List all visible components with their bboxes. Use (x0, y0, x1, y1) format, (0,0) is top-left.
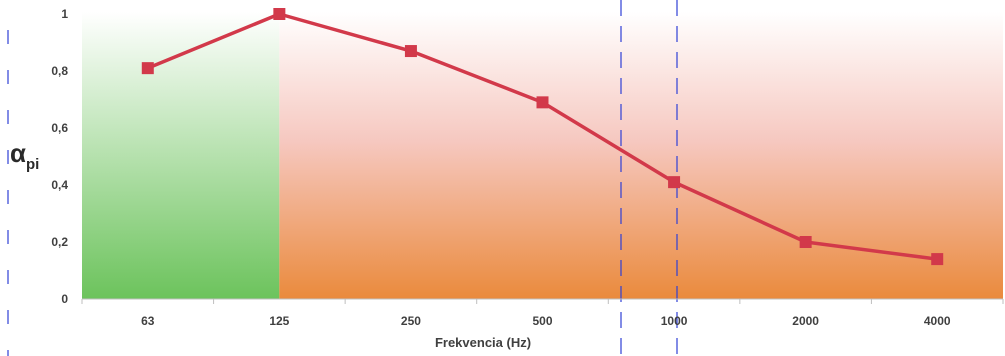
background-region (82, 12, 280, 299)
x-axis-label: Frekvencia (Hz) (435, 335, 531, 350)
y-tick-label: 0,6 (51, 121, 68, 135)
y-axis-ticks: 0 0,2 0,4 0,6 0,8 1 (51, 7, 68, 306)
data-point-marker (536, 96, 549, 109)
series-line (141, 8, 944, 266)
data-point-marker (273, 8, 286, 20)
x-tick-label: 4000 (924, 314, 951, 328)
x-tick-label: 63 (141, 314, 155, 328)
x-tick-label: 125 (269, 314, 289, 328)
x-tick-label: 2000 (792, 314, 819, 328)
data-point-marker (141, 62, 154, 75)
x-tick-label: 500 (532, 314, 552, 328)
x-tick-label: 1000 (661, 314, 688, 328)
y-tick-label: 0,2 (51, 235, 68, 249)
y-tick-label: 1 (61, 7, 68, 21)
dashed-markers (7, 0, 678, 356)
y-axis-label-sub: pi (26, 156, 39, 173)
background-region (279, 12, 1003, 299)
background-regions (82, 12, 1003, 299)
y-tick-label: 0,8 (51, 64, 68, 78)
y-axis-label: αpi (10, 138, 39, 173)
data-point-marker (668, 176, 681, 189)
data-point-marker (931, 253, 944, 266)
data-point-marker (404, 45, 417, 58)
y-tick-label: 0,4 (51, 178, 68, 192)
x-tick-label: 250 (401, 314, 421, 328)
y-tick-label: 0 (61, 292, 68, 306)
data-point-marker (799, 236, 812, 248)
x-axis-ticks: 63 125 250 500 1000 2000 4000 (81, 299, 1004, 328)
y-axis-label-main: α (10, 138, 26, 168)
